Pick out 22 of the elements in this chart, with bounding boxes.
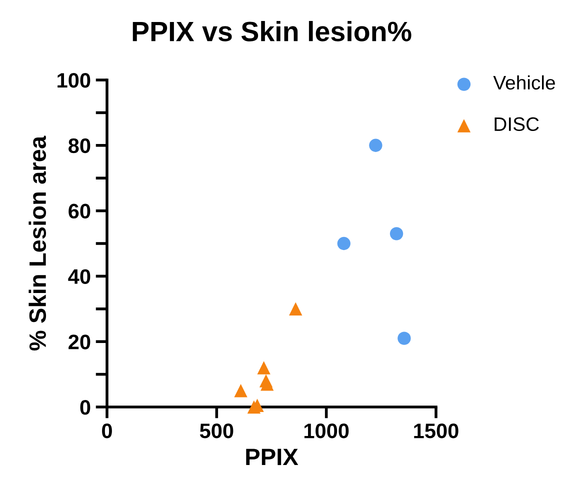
y-tick-label: 20 xyxy=(68,334,90,350)
chart-title: PPIX vs Skin lesion% xyxy=(132,20,412,42)
point xyxy=(398,332,411,345)
point xyxy=(369,138,382,152)
y-tick-label: 100 xyxy=(58,73,90,88)
x-tick-label: 500 xyxy=(200,424,234,438)
legend-label: Vehicle xyxy=(493,75,555,90)
x-axis-title: PPIX xyxy=(246,448,298,466)
y-tick-label: 0 xyxy=(80,400,90,415)
y-tick-label: 80 xyxy=(68,138,90,154)
point xyxy=(289,302,302,316)
y-tick-label: 40 xyxy=(68,269,90,284)
x-tick-label: 1000 xyxy=(304,424,349,438)
x-tick-label: 0 xyxy=(102,424,112,438)
legend-label: DISC xyxy=(494,117,539,132)
y-axis-title: % Skin Lesion area xyxy=(28,136,46,351)
point xyxy=(390,227,404,240)
y-tick-label: 60 xyxy=(68,204,90,219)
point xyxy=(257,361,270,374)
x-tick-label: 1500 xyxy=(414,424,458,438)
point xyxy=(337,236,350,250)
point xyxy=(234,384,248,398)
